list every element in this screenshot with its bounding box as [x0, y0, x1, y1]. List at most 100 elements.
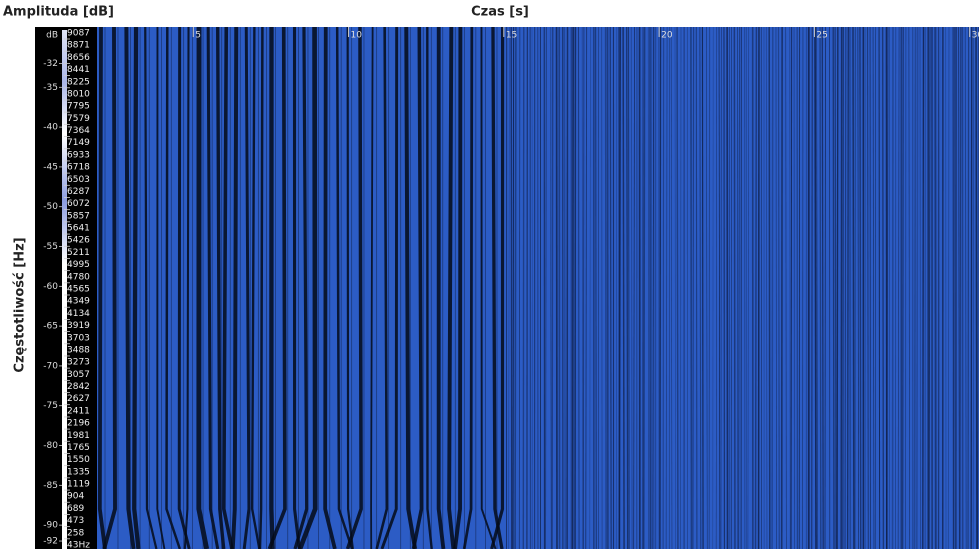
- spectrogram-stripe: [913, 27, 917, 549]
- spectrogram-stripe: [814, 27, 817, 549]
- spectrogram-stripe: [411, 27, 424, 549]
- spectrogram-stripe: [531, 27, 533, 549]
- y-tick-label: 8010: [67, 89, 90, 99]
- y-tick-label: 6933: [67, 150, 90, 160]
- spectrogram-stripe: [665, 27, 668, 549]
- spectrogram-stripe: [692, 27, 695, 549]
- spectrogram-stripe: [491, 27, 504, 549]
- y-tick-label: 2196: [67, 419, 90, 429]
- spectrogram-stripe: [662, 27, 665, 549]
- colorbar-tick-label: -35: [43, 83, 58, 93]
- spectrogram-stripe: [695, 27, 698, 549]
- spectrogram-stripe: [718, 27, 721, 549]
- spectrogram-stripe: [183, 27, 190, 549]
- spectrogram-stripe: [852, 27, 855, 549]
- y-tick-label: 2627: [67, 394, 90, 404]
- spectrogram-stripe: [480, 27, 497, 549]
- spectrogram-stripe: [132, 27, 141, 549]
- spectrogram-stripe: [977, 27, 979, 549]
- spectrogram-stripe: [633, 27, 635, 549]
- colorbar-tick-label: -92: [43, 537, 58, 547]
- y-tick-label: 6718: [67, 163, 90, 173]
- spectrogram-stripe: [847, 27, 849, 549]
- spectrogram-stripe: [652, 27, 655, 549]
- spectrogram-stripe: [964, 27, 967, 549]
- spectrogram-stripe: [733, 27, 736, 549]
- spectrogram-stripe: [549, 27, 552, 549]
- spectrogram-stripe: [747, 27, 750, 549]
- spectrogram-stripe: [775, 27, 777, 549]
- spectrogram-stripe: [97, 27, 107, 549]
- spectrogram-stripe: [872, 27, 875, 549]
- spectrogram-stripe: [582, 27, 585, 549]
- y-tick-label: 4134: [67, 309, 90, 319]
- colorbar-tick-label: -85: [43, 481, 58, 491]
- spectrogram-stripe: [571, 27, 575, 549]
- spectrogram-stripe: [958, 27, 960, 549]
- spectrogram-stripe: [508, 27, 510, 549]
- spectrogram-stripe: [544, 27, 547, 549]
- spectrogram-stripe: [754, 27, 758, 549]
- spectrogram-stripe: [738, 27, 741, 549]
- y-tick-label: 2842: [67, 382, 90, 392]
- spectrogram-stripe: [699, 27, 702, 549]
- y-tick-label: 6072: [67, 199, 90, 209]
- spectrogram-stripe: [196, 27, 210, 549]
- colorbar-tick-label: -90: [43, 521, 58, 531]
- spectrogram-stripe: [771, 27, 774, 549]
- spectrogram-stripe: [267, 27, 287, 549]
- spectrogram-stripe: [967, 27, 970, 549]
- spectrogram-stripe: [659, 27, 662, 549]
- colorbar: [62, 30, 67, 549]
- x-tick-label: 5: [195, 31, 201, 41]
- spectrogram-stripe: [874, 27, 877, 549]
- y-tick-label: 6287: [67, 187, 90, 197]
- y-tick-label: 5857: [67, 211, 90, 221]
- spectrogram-stripe: [601, 27, 603, 549]
- spectrogram-stripe: [595, 27, 597, 549]
- spectrogram-stripe: [293, 27, 309, 549]
- spectrogram-stripe: [124, 27, 136, 549]
- spectrogram-stripe: [701, 27, 704, 549]
- spectrogram-stripe: [959, 27, 962, 549]
- spectrogram-stripe: [297, 27, 318, 549]
- spectrogram-stripe: [518, 27, 521, 549]
- spectrogram-stripe: [886, 27, 889, 549]
- y-tick-label: 4780: [67, 272, 90, 282]
- y-tick-label: 7579: [67, 114, 90, 124]
- y-tick-label: 3919: [67, 321, 90, 331]
- x-tick-label: 30: [972, 31, 979, 41]
- y-tick-label: 7795: [67, 102, 90, 112]
- spectrogram-stripe: [970, 27, 973, 549]
- spectrogram-stripe: [370, 27, 374, 549]
- spectrogram-stripe: [563, 27, 566, 549]
- spectrogram-stripe: [622, 27, 625, 549]
- spectrogram-stripe: [604, 27, 607, 549]
- spectrogram-stripe: [581, 27, 584, 549]
- spectrogram-stripe: [628, 27, 630, 549]
- spectrogram-stripe: [216, 27, 226, 549]
- spectrogram-stripe: [258, 27, 264, 549]
- colorbar-tick-label: -80: [43, 441, 58, 451]
- colorbar-label: dB: [46, 31, 58, 41]
- spectrogram-stripe: [510, 27, 513, 549]
- y-tick-label: 4995: [67, 260, 90, 270]
- spectrogram-stripe: [690, 27, 693, 549]
- y-tick-label: 258: [67, 528, 84, 538]
- spectrogram-stripe: [715, 27, 718, 549]
- x-tick-label: 20: [661, 31, 673, 41]
- spectrogram-stripe: [821, 27, 824, 549]
- spectrogram-stripe: [864, 27, 867, 549]
- y-tick-label: 4349: [67, 297, 90, 307]
- spectrogram-stripe: [250, 27, 261, 549]
- spectrogram-stripe: [952, 27, 954, 549]
- y-tick-label: 1765: [67, 443, 90, 453]
- spectrogram-stripe: [269, 27, 275, 549]
- spectrogram-stripe: [512, 27, 515, 549]
- colorbar-tick-label: -75: [43, 401, 58, 411]
- colorbar-tick-label: -32: [43, 59, 58, 69]
- y-tick-label: 1550: [67, 455, 90, 465]
- colorbar-tick-label: -65: [43, 322, 58, 332]
- spectrogram-stripe: [922, 27, 925, 549]
